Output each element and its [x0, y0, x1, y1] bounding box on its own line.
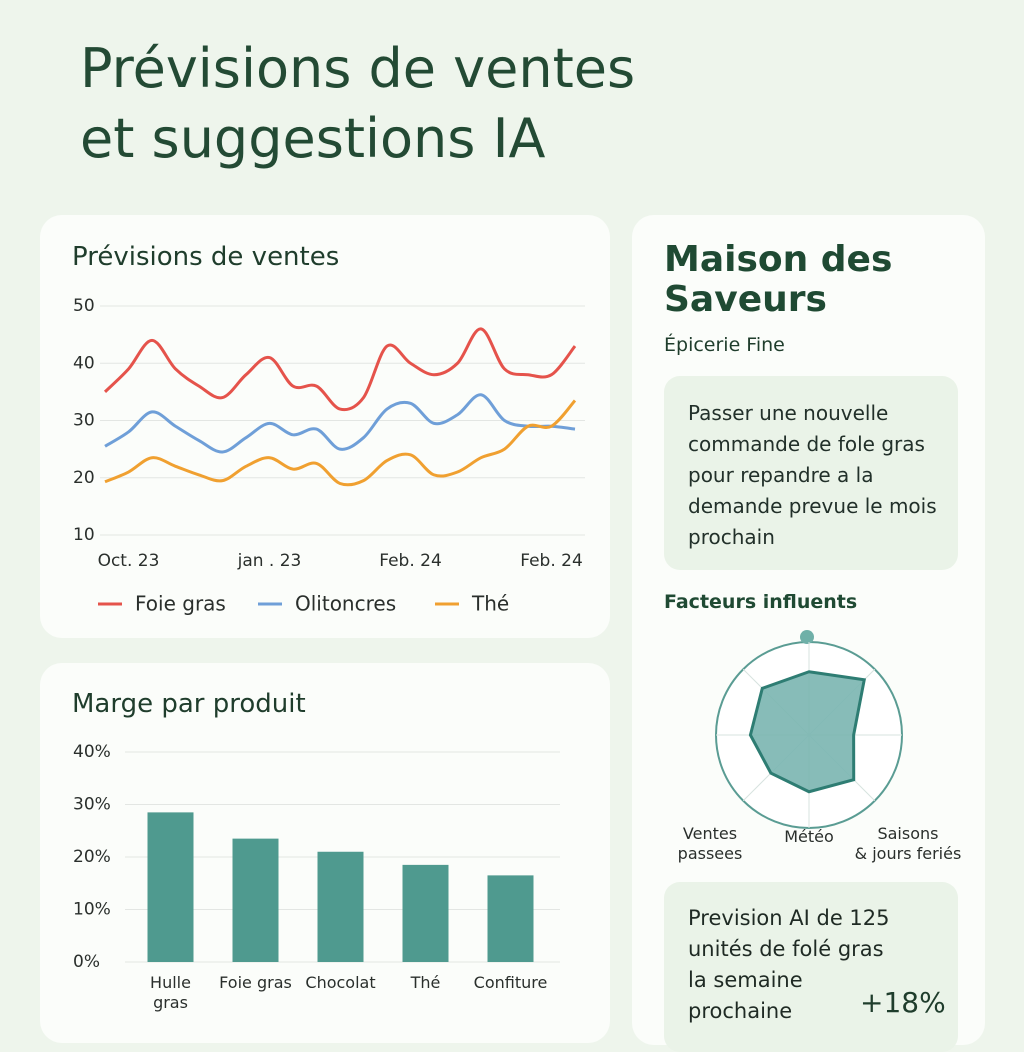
forecast-text: Prevision AI de 125 unités de folé gras … [688, 906, 890, 1023]
y-tick-label: 30 [73, 411, 95, 431]
line-series [104, 399, 577, 487]
radar-dot [800, 630, 814, 644]
x-tick-label: Confiture [473, 973, 548, 992]
y-tick-label: 50 [73, 296, 95, 316]
y-tick-label: 40 [73, 353, 95, 373]
legend-label: Foie gras [135, 592, 226, 616]
x-tick-label: Thé [410, 973, 441, 992]
radar-area [748, 670, 867, 794]
suggestion-box [664, 376, 958, 570]
radar-label: Météo [784, 827, 834, 846]
x-tick-label: Feb. 24 [379, 551, 442, 571]
store-type: Épicerie Fine [664, 334, 785, 356]
bar [317, 851, 364, 962]
line-series [103, 327, 577, 412]
x-tick-label: Foie gras [219, 973, 292, 992]
page-title: Prévisions de ventes et suggestions IA [80, 37, 636, 170]
forecast-change: +18% [860, 986, 946, 1019]
x-tick-label: Feb. 24 [520, 551, 583, 571]
legend-label: Thé [471, 592, 509, 616]
x-tick-label: jan . 23 [237, 551, 302, 571]
bar [232, 838, 279, 962]
page: Prévisions de ventes et suggestions IA P… [40, 37, 985, 1045]
y-tick-label: 20% [73, 847, 111, 867]
card-title: Marge par produit [72, 689, 306, 719]
radar-label: Saisons & jours feriés [854, 823, 962, 863]
bar [487, 875, 534, 962]
y-tick-label: 10% [73, 900, 111, 920]
y-tick-label: 20 [73, 468, 95, 488]
store-name: Maison des Saveurs [664, 239, 893, 320]
radar-label: Ventes passees [677, 823, 743, 863]
line-series [104, 393, 576, 454]
bar [147, 812, 194, 962]
card-title: Prévisions de ventes [72, 242, 340, 272]
y-tick-label: 10 [73, 525, 95, 545]
radar-title: Facteurs influents [664, 591, 858, 613]
x-tick-label: Chocolat [305, 973, 376, 992]
bar [402, 864, 449, 962]
x-tick-label: Hulle gras [150, 973, 191, 1012]
suggestion-text: Passer une nouvelle commande de fole gra… [688, 401, 937, 549]
y-tick-label: 30% [73, 795, 111, 815]
legend-label: Olitoncres [295, 592, 396, 616]
y-tick-label: 40% [73, 742, 111, 762]
x-tick-label: Oct. 23 [98, 551, 160, 571]
y-tick-label: 0% [73, 952, 100, 972]
charts: 10 20 30 40 50 Oct. 23 jan . 23 Feb. 24 Feb. 24 F… [73, 296, 903, 972]
